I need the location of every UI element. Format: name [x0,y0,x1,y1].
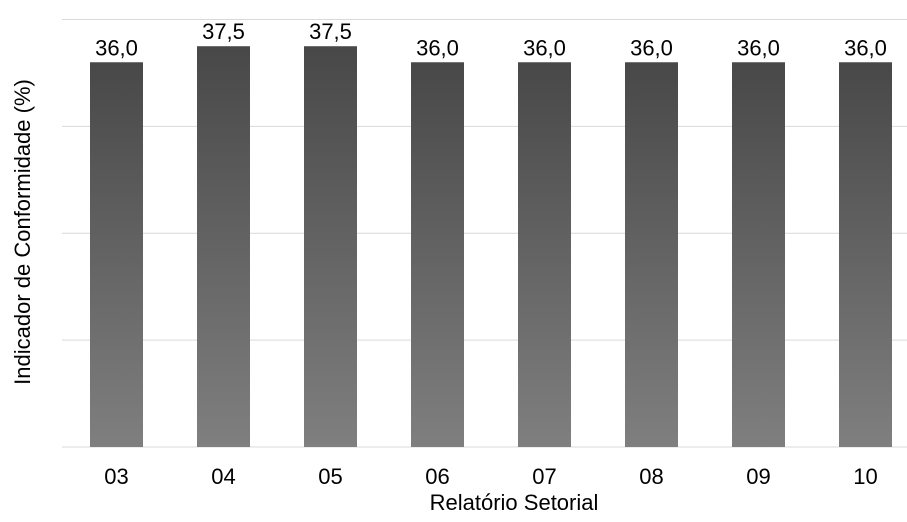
x-tick-label-06: 06 [425,464,449,489]
x-tick-label-04: 04 [211,464,235,489]
x-axis-label: Relatório Setorial [430,490,599,515]
x-tick-label-05: 05 [318,464,342,489]
data-label-08: 36,0 [630,35,673,60]
x-tick-label-10: 10 [853,464,877,489]
y-axis-label: Indicador de Conformidade (%) [10,79,35,385]
x-tick-label-03: 03 [104,464,128,489]
data-label-06: 36,0 [416,35,459,60]
x-tick-label-08: 08 [639,464,663,489]
x-tick-label-09: 09 [746,464,770,489]
data-label-07: 36,0 [523,35,566,60]
data-labels: 36,0 37,5 37,5 36,0 36,0 36,0 36,0 36,0 [95,19,887,60]
data-label-04: 37,5 [202,19,245,44]
data-label-05: 37,5 [309,19,352,44]
bar-05 [304,46,357,447]
bar-09 [732,62,785,447]
bar-10 [839,62,892,447]
bar-03 [90,62,143,447]
bar-series [90,46,892,447]
data-label-09: 36,0 [737,35,780,60]
data-label-03: 36,0 [95,35,138,60]
bar-07 [518,62,571,447]
bar-08 [625,62,678,447]
x-tick-labels: 03 04 05 06 07 08 09 10 [104,464,877,489]
bar-06 [411,62,464,447]
x-tick-label-07: 07 [532,464,556,489]
data-label-10: 36,0 [844,35,887,60]
bar-04 [197,46,250,447]
